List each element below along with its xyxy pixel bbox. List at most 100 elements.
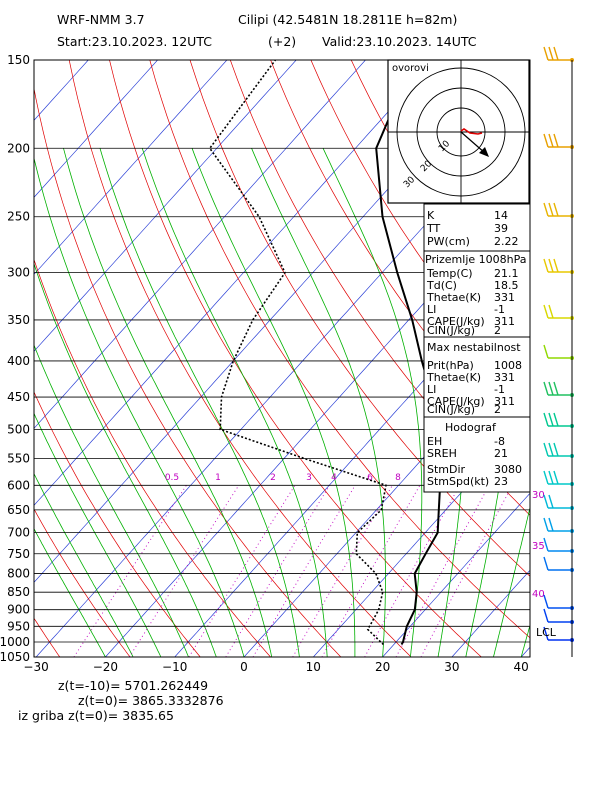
moist-adiabat-line <box>191 148 356 657</box>
moist-adiabat-line <box>141 148 328 657</box>
unstable-title: Max nestabilnost <box>427 341 521 354</box>
stat-label: StmDir <box>427 463 466 476</box>
hodograph-inset: ovorovi 10 20 30 <box>387 59 530 204</box>
height-label: 30 <box>532 490 545 501</box>
pressure-tick-label: 300 <box>7 266 30 280</box>
stat-label: CAPE(J/kg) <box>427 315 485 328</box>
moist-adiabat-line <box>34 472 134 657</box>
stat-value: 2 <box>494 324 501 337</box>
hodograph-frame <box>387 59 530 204</box>
temperature-tick-label: 20 <box>375 660 390 674</box>
moist-adiabat-line <box>34 527 106 657</box>
stat-label: Temp(C) <box>426 267 473 280</box>
height-labels: 30 35 40 <box>532 490 545 600</box>
pressure-tick-label: 650 <box>7 503 30 517</box>
footer-line3: iz griba z(t=0)= 3835.65 <box>18 708 174 723</box>
mixing-ratio-label: 4 <box>331 473 337 483</box>
stat-label: TT <box>426 222 441 235</box>
dry-adiabat-line <box>34 86 342 657</box>
stat-value: 14 <box>494 209 508 222</box>
stat-value: 311 <box>494 315 515 328</box>
temperature-tick-label: 0 <box>240 660 248 674</box>
stat-value: 311 <box>494 395 515 408</box>
pressure-tick-label: 200 <box>7 141 30 155</box>
stat-label: CIN(J/kg) <box>427 403 475 416</box>
pressure-tick-label: 450 <box>7 390 30 404</box>
wind-barb <box>543 594 574 610</box>
wind-barb <box>543 381 574 397</box>
wind-barb <box>543 517 574 533</box>
model-label: WRF-NMM 3.7 <box>57 12 145 27</box>
stat-value: -1 <box>494 383 505 396</box>
start-label: Start:23.10.2023. 12UTC <box>57 34 212 49</box>
wind-barb <box>543 412 574 428</box>
mixing-ratio-label: 3 <box>306 473 312 483</box>
mixing-ratio-line <box>420 485 513 657</box>
stat-label: Td(C) <box>426 279 457 292</box>
temperature-axis: −30 −20 −10 0 10 20 30 40 <box>23 660 528 674</box>
stat-value: 1008 <box>494 359 522 372</box>
wind-barbs <box>543 46 574 642</box>
isotherm-line <box>174 261 530 657</box>
moist-adiabat-line <box>520 623 530 657</box>
hodograph-label: ovorovi <box>392 63 429 74</box>
stat-value: 23 <box>494 475 508 488</box>
wind-barb <box>543 608 574 624</box>
wind-barb <box>543 344 574 360</box>
stat-label: LI <box>427 303 436 316</box>
mixing-ratio-label: 8 <box>395 473 401 483</box>
hodo-title: Hodograf <box>445 421 497 434</box>
stat-value: 331 <box>494 291 515 304</box>
pressure-tick-label: 550 <box>7 452 30 466</box>
moist-adiabat-line <box>34 412 162 657</box>
temperature-tick-label: 40 <box>514 660 529 674</box>
stats-frame <box>423 203 531 493</box>
pressure-tick-label: 750 <box>7 547 30 561</box>
pressure-tick-label: 250 <box>7 210 30 224</box>
height-label: 40 <box>532 589 545 600</box>
wind-barb <box>543 442 574 458</box>
pressure-tick-label: 400 <box>7 354 30 368</box>
wind-barb <box>543 494 574 510</box>
mixing-ratio-line <box>188 485 296 657</box>
mixing-ratio-label: 0.5 <box>165 473 179 483</box>
wind-barb <box>543 258 574 274</box>
mixing-ratio-line <box>364 485 461 657</box>
pressure-tick-label: 350 <box>7 313 30 327</box>
stat-label: LI <box>427 383 436 396</box>
station-label: Cilipi (42.5481N 18.2811E h=82m) <box>238 12 458 27</box>
stat-label: CAPE(J/kg) <box>427 395 485 408</box>
pressure-tick-label: 800 <box>7 567 30 581</box>
stat-value: 21 <box>494 447 508 460</box>
valid-label: Valid:23.10.2023. 14UTC <box>322 34 477 49</box>
mixing-ratio-label: 2 <box>270 473 276 483</box>
stats-panel: K 14 TT 39 PW(cm) 2.22 Prizemlje 1008hPa… <box>423 203 531 493</box>
moist-adiabat-line <box>34 156 245 657</box>
surface-title: Prizemlje 1008hPa <box>425 253 527 266</box>
height-label: 35 <box>532 541 545 552</box>
pressure-tick-label: 150 <box>7 53 30 67</box>
storm-motion-vector <box>460 131 486 154</box>
moist-adiabat-line <box>99 148 300 657</box>
wind-barb <box>543 556 574 572</box>
mixing-ratio-label: 6 <box>367 473 373 483</box>
pressure-tick-label: 850 <box>7 585 30 599</box>
moist-adiabat-line <box>493 505 530 657</box>
moist-adiabat-line <box>63 148 273 657</box>
stat-label: Thetae(K) <box>426 371 481 384</box>
temperature-tick-label: −30 <box>23 660 48 674</box>
mixing-ratio-line <box>128 485 240 657</box>
stat-value: 331 <box>494 371 515 384</box>
mixing-ratio-line <box>73 485 187 657</box>
offset-label: (+2) <box>268 34 297 49</box>
pressure-tick-label: 1000 <box>0 635 30 649</box>
temperature-tick-label: 10 <box>306 660 321 674</box>
pressure-tick-label: 600 <box>7 478 30 492</box>
stat-value: -1 <box>494 303 505 316</box>
mixing-ratio-labels: 0.5 1 2 3 4 6 8 <box>165 473 401 483</box>
pressure-axis: 150 200 250 300 350 400 450 500 550 600 650 700 750 8… <box>0 53 30 664</box>
wind-barb <box>543 46 574 62</box>
stat-label: PW(cm) <box>427 235 470 248</box>
dewpoint-profile <box>208 60 387 646</box>
